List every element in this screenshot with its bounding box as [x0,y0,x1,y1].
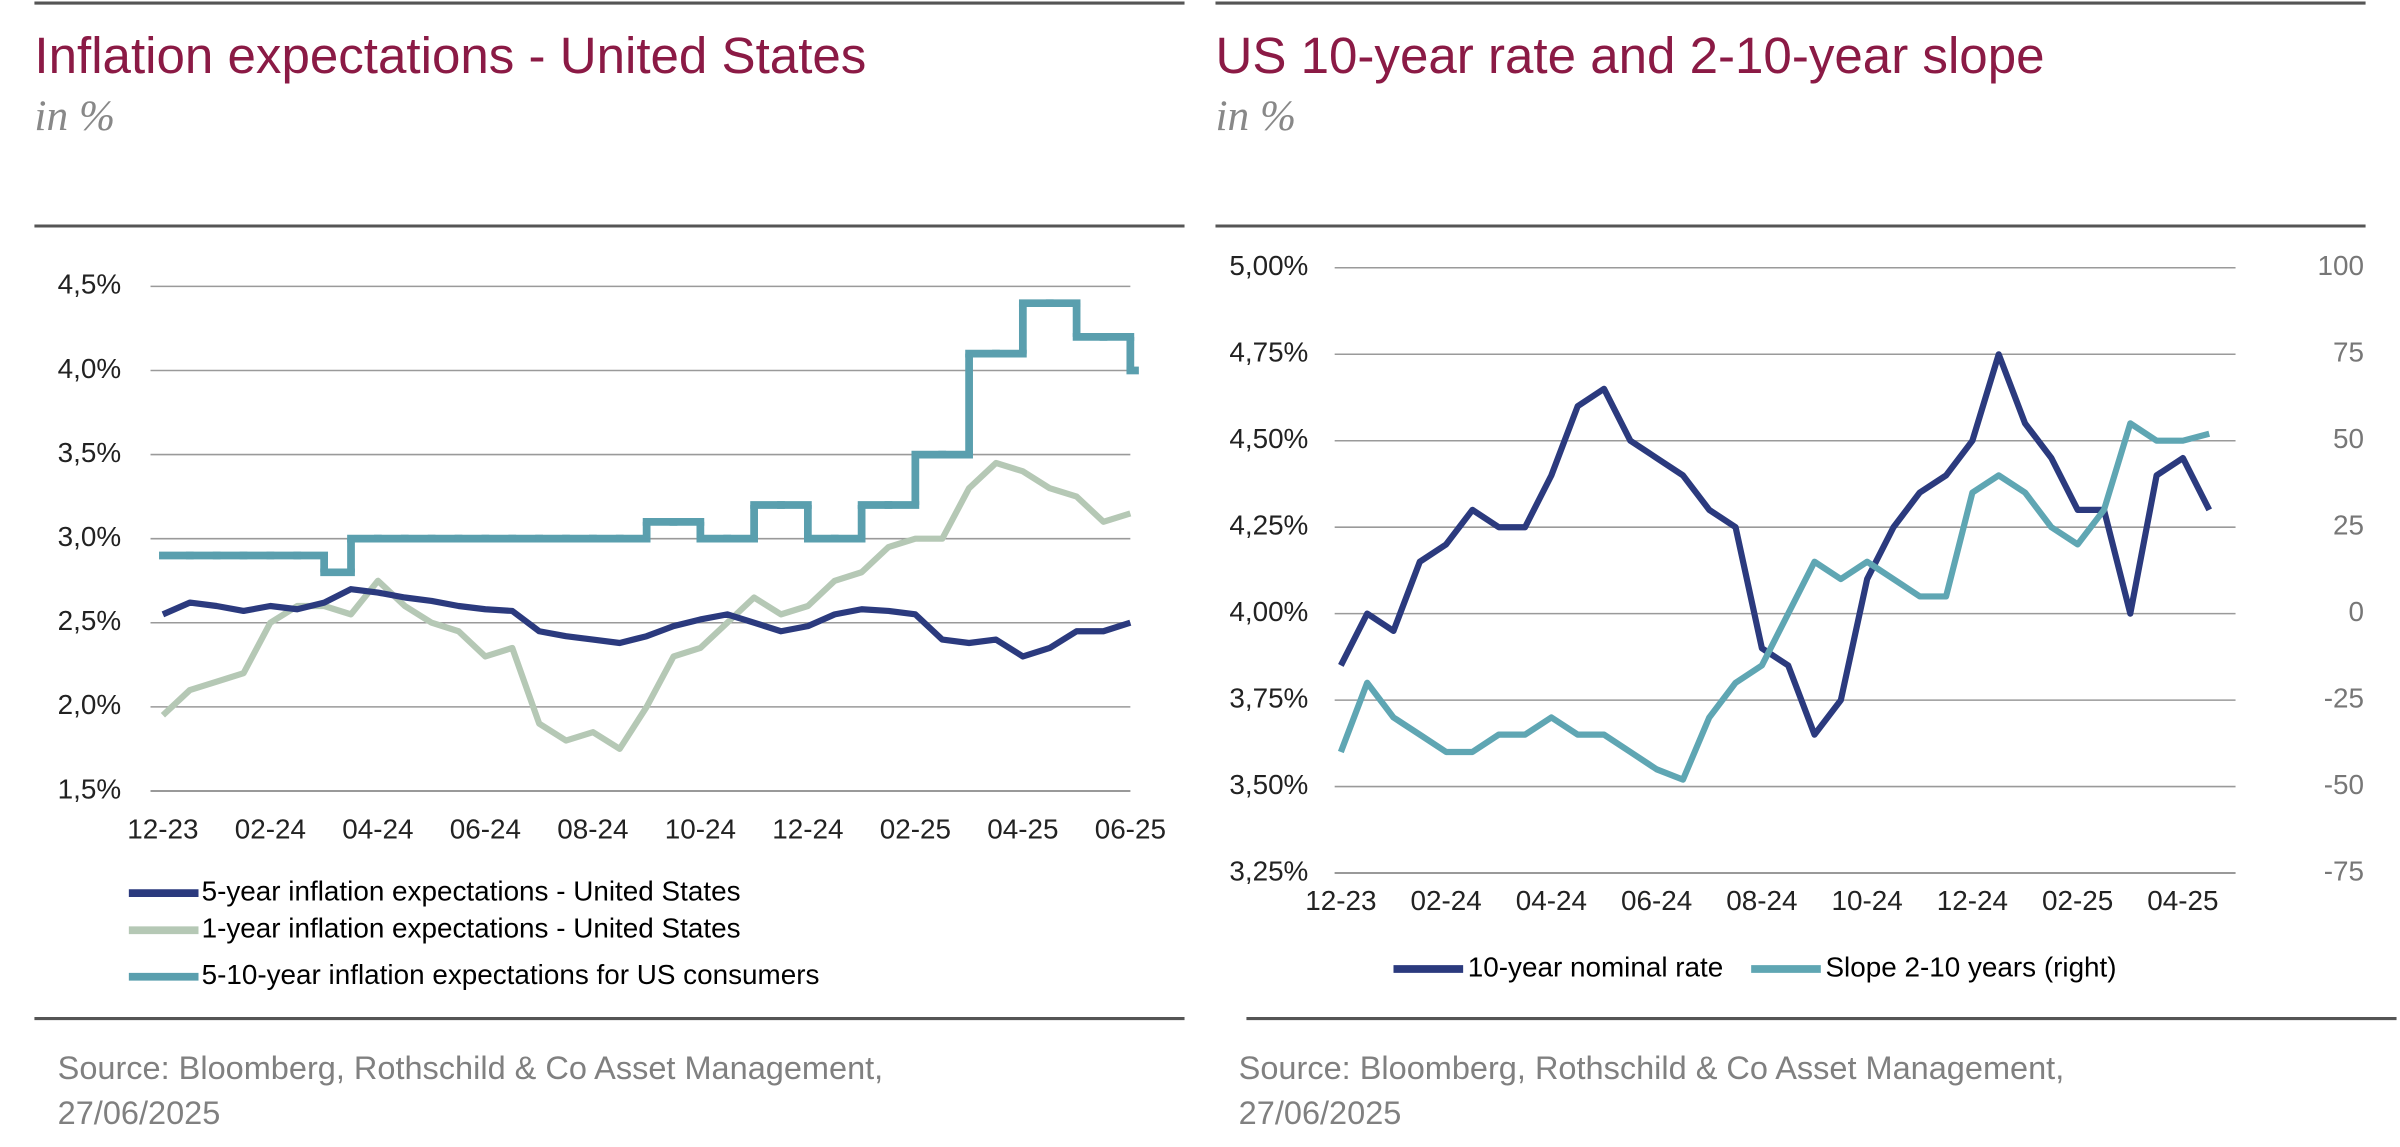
y-tick-label: 3,50% [1229,769,1308,800]
y-tick-label: 4,00% [1229,596,1308,627]
source-note: Source: Bloomberg, Rothschild & Co Asset… [1239,1050,2065,1086]
chart-title: Inflation expectations - United States [34,27,866,84]
y-tick-label: 3,75% [1229,682,1308,713]
x-tick-label: 06-24 [450,814,521,845]
x-tick-label: 12-24 [1937,885,2008,916]
x-tick-label: 10-24 [1832,885,1903,916]
y-tick-label: 4,0% [58,353,122,384]
y-tick-label: 4,5% [58,269,122,300]
x-tick-label: 10-24 [665,814,736,845]
x-tick-label: 12-24 [772,814,843,845]
legend-label: Slope 2-10 years (right) [1825,951,2116,982]
x-tick-label: 04-25 [2147,885,2218,916]
y-tick-label: 4,75% [1229,337,1308,368]
y2-tick-label: -25 [2324,682,2364,713]
y-tick-label: 3,5% [58,437,122,468]
source-note: 27/06/2025 [1239,1095,1402,1131]
x-tick-label: 06-24 [1621,885,1692,916]
x-tick-label: 12-23 [127,814,198,845]
series-line [160,459,1132,752]
legend-label: 10-year nominal rate [1468,951,1724,982]
source-note: 27/06/2025 [58,1095,221,1131]
y2-tick-label: 75 [2333,337,2364,368]
x-tick-label: 08-24 [1726,885,1797,916]
source-note: Source: Bloomberg, Rothschild & Co Asset… [58,1050,884,1086]
x-tick-label: 06-25 [1095,814,1166,845]
x-tick-label: 04-24 [1516,885,1587,916]
chart-title: US 10-year rate and 2-10-year slope [1215,27,2044,84]
legend-label: 5-year inflation expectations - United S… [202,876,741,907]
y-tick-label: 3,25% [1229,855,1308,886]
x-tick-label: 02-24 [1410,885,1481,916]
y2-tick-label: -75 [2324,855,2364,886]
y2-tick-label: 100 [2318,250,2364,281]
y2-tick-label: 25 [2333,510,2364,541]
legend-label: 1-year inflation expectations - United S… [202,913,741,944]
legend-label: 5-10-year inflation expectations for US … [202,959,820,990]
y-tick-label: 4,50% [1229,423,1308,454]
x-tick-label: 04-25 [987,814,1058,845]
y-tick-label: 3,0% [58,521,122,552]
y-tick-label: 2,0% [58,689,122,720]
y2-tick-label: -50 [2324,769,2364,800]
x-tick-label: 02-24 [235,814,306,845]
series-line [1337,420,2211,783]
y2-tick-label: 0 [2349,596,2365,627]
x-tick-label: 08-24 [557,814,628,845]
x-tick-label: 02-25 [880,814,951,845]
series-line [1338,351,2212,738]
y-tick-label: 1,5% [58,773,122,804]
series-line [161,586,1132,660]
y-tick-label: 5,00% [1229,250,1308,281]
chart-subtitle: in % [1215,92,1296,140]
x-tick-label: 12-23 [1305,885,1376,916]
y2-tick-label: 50 [2333,423,2364,454]
y-tick-label: 2,5% [58,605,122,636]
chart-subtitle: in % [34,92,115,140]
x-tick-label: 02-25 [2042,885,2113,916]
y-tick-label: 4,25% [1229,510,1308,541]
x-tick-label: 04-24 [342,814,413,845]
